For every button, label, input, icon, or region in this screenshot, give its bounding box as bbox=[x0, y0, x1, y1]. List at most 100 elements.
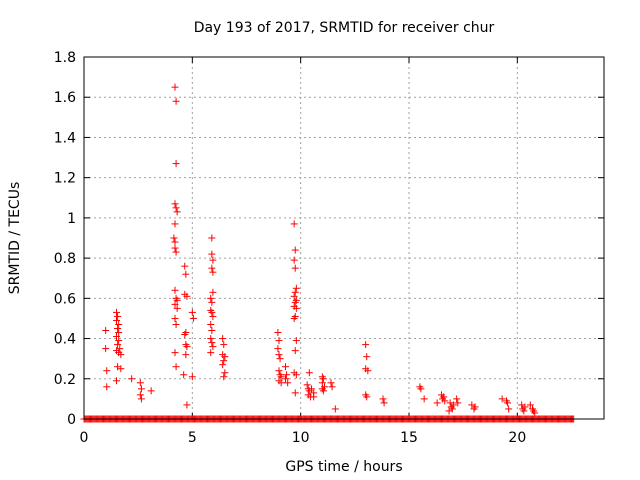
data-point bbox=[445, 407, 453, 415]
data-point bbox=[208, 298, 216, 306]
data-point bbox=[318, 379, 326, 387]
data-point bbox=[181, 262, 189, 270]
data-point bbox=[113, 308, 120, 316]
x-tick-label: 15 bbox=[400, 430, 418, 446]
y-axis-label: SRMTID / TECUs bbox=[7, 182, 23, 295]
x-axis-label: GPS time / hours bbox=[285, 459, 402, 475]
data-point bbox=[117, 351, 125, 359]
data-point bbox=[207, 320, 215, 328]
data-point bbox=[103, 367, 111, 375]
data-point bbox=[471, 403, 479, 411]
data-point bbox=[454, 399, 462, 407]
data-point bbox=[208, 250, 216, 258]
data-point bbox=[221, 353, 229, 361]
data-point bbox=[274, 345, 282, 353]
data-point bbox=[208, 264, 216, 272]
data-point bbox=[209, 268, 217, 276]
data-point bbox=[115, 329, 123, 337]
data-point bbox=[136, 391, 144, 399]
data-point bbox=[209, 256, 217, 264]
data-point bbox=[115, 320, 123, 328]
data-point bbox=[277, 379, 285, 387]
data-point bbox=[113, 333, 120, 341]
data-point bbox=[147, 387, 155, 395]
data-point bbox=[291, 246, 299, 254]
data-point bbox=[364, 367, 372, 375]
data-point bbox=[172, 248, 180, 256]
data-point bbox=[449, 401, 457, 409]
data-point bbox=[170, 234, 178, 242]
y-tick-label: 1.6 bbox=[54, 90, 76, 106]
data-point bbox=[327, 379, 335, 387]
data-point bbox=[303, 381, 311, 389]
data-point bbox=[188, 373, 196, 381]
data-point bbox=[276, 355, 284, 363]
y-tick-label: 1.8 bbox=[54, 50, 76, 66]
data-point bbox=[171, 349, 179, 357]
data-markers bbox=[80, 83, 578, 423]
data-point bbox=[208, 339, 216, 347]
x-tick-label: 10 bbox=[292, 430, 310, 446]
data-point bbox=[209, 343, 217, 351]
data-point bbox=[275, 367, 283, 375]
x-tick-label: 20 bbox=[508, 430, 526, 446]
axis-ticks: 0 0.2 0.4 0.6 0.8 1 1.2 1.4 1.6 1.8 0 5 10 15 20 bbox=[54, 50, 604, 446]
data-point bbox=[417, 385, 425, 393]
data-point bbox=[291, 264, 299, 272]
data-point bbox=[275, 337, 283, 345]
data-point bbox=[208, 234, 216, 242]
data-point bbox=[420, 395, 428, 403]
data-point bbox=[173, 304, 181, 312]
data-point bbox=[172, 204, 180, 212]
data-point bbox=[183, 401, 191, 409]
data-point bbox=[172, 363, 180, 371]
data-point bbox=[453, 395, 461, 403]
data-point bbox=[220, 373, 228, 381]
data-point bbox=[283, 371, 291, 379]
data-point bbox=[173, 296, 181, 304]
data-point bbox=[182, 270, 190, 278]
data-point bbox=[113, 377, 120, 385]
data-point bbox=[282, 363, 289, 371]
data-point bbox=[207, 294, 215, 302]
data-point bbox=[363, 353, 371, 361]
data-point bbox=[292, 371, 300, 379]
data-point bbox=[209, 312, 217, 320]
data-point bbox=[277, 373, 285, 381]
data-point bbox=[221, 369, 229, 377]
data-point bbox=[275, 351, 283, 359]
data-point bbox=[183, 343, 191, 351]
data-point bbox=[171, 286, 179, 294]
x-tick-label: 5 bbox=[188, 430, 197, 446]
data-point bbox=[220, 341, 228, 349]
data-point bbox=[305, 369, 313, 377]
data-point bbox=[117, 365, 125, 373]
data-point bbox=[180, 371, 188, 379]
data-point bbox=[291, 347, 299, 355]
data-point bbox=[115, 337, 123, 345]
data-point bbox=[291, 288, 299, 296]
data-point bbox=[114, 325, 122, 332]
data-point bbox=[102, 345, 110, 353]
data-point bbox=[172, 160, 180, 168]
data-point bbox=[433, 399, 441, 407]
data-point bbox=[171, 200, 179, 208]
data-point bbox=[137, 395, 145, 403]
data-point bbox=[292, 304, 300, 312]
data-point bbox=[219, 335, 227, 343]
data-point bbox=[207, 335, 215, 343]
data-point bbox=[521, 403, 529, 411]
data-point bbox=[526, 401, 534, 409]
data-point bbox=[531, 409, 539, 417]
data-point bbox=[498, 395, 506, 403]
data-point bbox=[172, 97, 180, 105]
data-point bbox=[363, 393, 371, 401]
y-tick-label: 0.6 bbox=[54, 291, 76, 307]
data-point bbox=[319, 375, 327, 383]
data-point bbox=[208, 308, 216, 316]
data-point bbox=[189, 314, 197, 322]
y-tick-label: 1.4 bbox=[54, 130, 76, 146]
data-point bbox=[310, 393, 318, 401]
plot-frame bbox=[83, 56, 605, 420]
